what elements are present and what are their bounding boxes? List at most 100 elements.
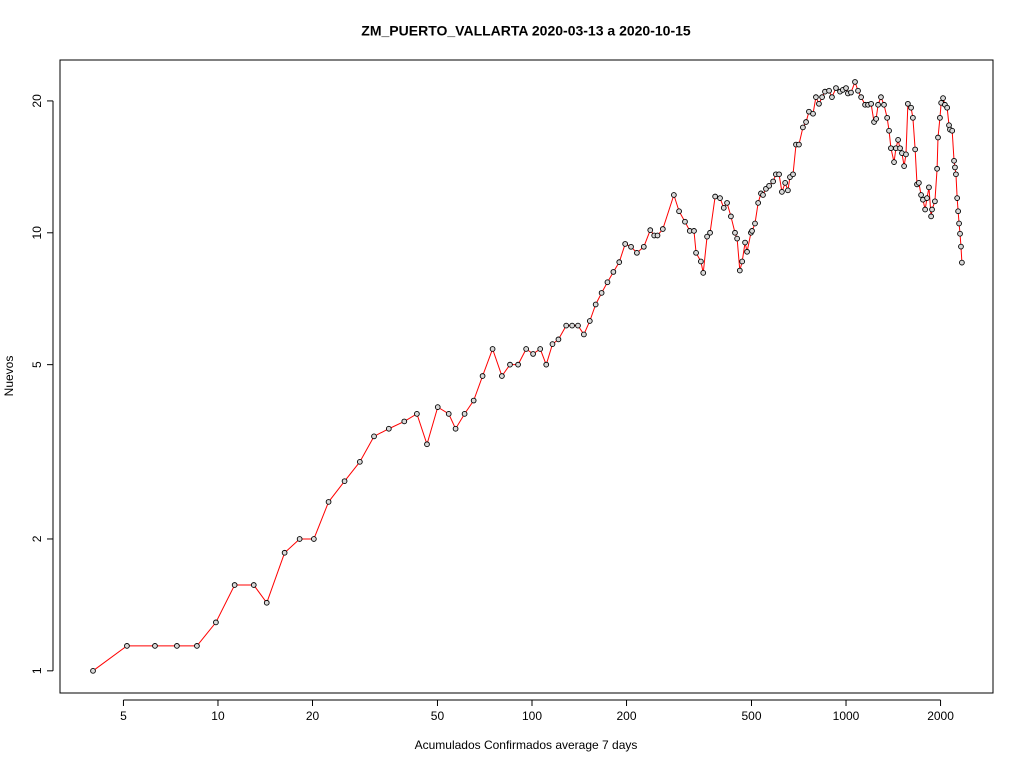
- data-point: [926, 184, 932, 191]
- y-tick-label: 1: [30, 667, 44, 674]
- data-point: [507, 361, 513, 368]
- data-point: [174, 643, 180, 649]
- data-point: [90, 667, 96, 674]
- data-point: [385, 425, 392, 432]
- data-point: [724, 200, 730, 206]
- data-point: [742, 239, 748, 246]
- data-point: [586, 318, 593, 324]
- data-point: [152, 643, 158, 649]
- data-point: [717, 195, 723, 201]
- data-point: [499, 373, 505, 379]
- data-point: [213, 619, 219, 626]
- data-point: [744, 248, 750, 255]
- data-point: [868, 100, 874, 107]
- chart-title: ZM_PUERTO_VALLARTA 2020-03-13 a 2020-10-…: [361, 23, 691, 39]
- data-point: [515, 361, 521, 368]
- data-point: [682, 218, 688, 225]
- data-point: [634, 249, 640, 256]
- data-point: [813, 94, 819, 101]
- data-point: [628, 243, 634, 250]
- data-point: [647, 227, 654, 233]
- data-point: [414, 411, 420, 417]
- data-point: [951, 157, 957, 164]
- data-point: [908, 104, 914, 111]
- data-point: [739, 258, 746, 265]
- data-point: [852, 79, 858, 85]
- data-point: [957, 230, 963, 237]
- y-tick-label: 10: [30, 226, 44, 240]
- data-point: [855, 87, 861, 94]
- data-point: [250, 582, 257, 588]
- data-point: [843, 85, 849, 91]
- y-tick-label: 5: [30, 361, 44, 368]
- data-point: [800, 124, 806, 131]
- data-point: [530, 351, 536, 357]
- data-point: [700, 270, 707, 276]
- data-point: [833, 85, 839, 91]
- data-point: [581, 331, 587, 338]
- x-tick-label: 50: [431, 709, 445, 723]
- data-point: [816, 100, 822, 107]
- data-point: [918, 192, 924, 198]
- data-point: [875, 101, 881, 108]
- data-point: [901, 163, 907, 169]
- data-point: [543, 361, 550, 368]
- data-point: [693, 249, 699, 256]
- data-point: [956, 220, 962, 227]
- data-point: [676, 208, 682, 215]
- x-tick-label: 100: [522, 709, 542, 723]
- data-point: [935, 134, 941, 141]
- data-point: [592, 301, 599, 308]
- x-tick-label: 500: [741, 709, 761, 723]
- data-point: [654, 232, 661, 239]
- data-point: [698, 258, 704, 265]
- data-point: [949, 127, 956, 134]
- data-point: [371, 433, 377, 440]
- data-point: [776, 171, 782, 178]
- x-tick-label: 1000: [833, 709, 860, 723]
- data-point: [953, 171, 959, 178]
- data-point: [749, 228, 755, 234]
- data-point: [434, 404, 441, 410]
- data-point: [928, 213, 934, 220]
- data-point: [903, 151, 909, 158]
- data-point: [555, 336, 562, 343]
- data-point: [341, 478, 348, 485]
- data-point: [944, 104, 950, 111]
- data-point: [575, 322, 581, 329]
- data-point: [937, 114, 943, 121]
- data-point: [752, 220, 758, 227]
- data-point: [712, 193, 718, 200]
- data-point: [356, 458, 363, 465]
- data-point: [819, 94, 825, 101]
- data-point: [826, 87, 832, 94]
- data-point: [858, 94, 864, 101]
- data-point: [732, 229, 738, 236]
- data-point: [563, 322, 570, 329]
- data-point: [884, 114, 891, 121]
- data-point: [934, 165, 940, 172]
- data-point: [640, 243, 647, 250]
- data-point: [659, 226, 666, 232]
- data-point: [523, 346, 529, 352]
- y-axis-label: Nuevos: [2, 356, 16, 397]
- data-point: [881, 101, 887, 108]
- data-point: [736, 267, 743, 274]
- data-point: [598, 290, 605, 296]
- data-point: [194, 643, 200, 649]
- data-point: [549, 341, 556, 347]
- data-point: [671, 192, 677, 198]
- data-point: [424, 441, 430, 448]
- data-point: [622, 241, 629, 247]
- data-point: [924, 195, 930, 201]
- data-point: [955, 208, 961, 215]
- data-point: [537, 346, 544, 352]
- data-point: [734, 235, 740, 242]
- data-point: [922, 206, 928, 213]
- data-point: [296, 536, 303, 542]
- data-point: [311, 536, 317, 542]
- data-point: [325, 499, 332, 505]
- data-point: [401, 418, 408, 425]
